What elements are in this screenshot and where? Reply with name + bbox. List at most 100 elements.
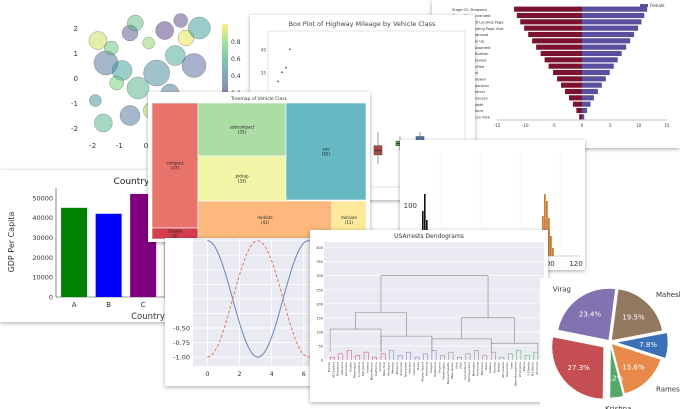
male-bar: [561, 82, 582, 88]
chart-title: USArrests Dendograms: [394, 233, 464, 240]
female-bar: [582, 19, 642, 25]
x-tick-label: 0: [205, 370, 209, 378]
leaf-label: Wisconsin: [505, 362, 509, 377]
series-line: [207, 240, 314, 358]
treemap-block: [197, 155, 287, 202]
wave-line-panel: 0 2 4 6 -0.50 -0.75 -1.00: [165, 238, 323, 386]
bubble-point: [142, 36, 155, 50]
leaf-label: Connecticut: [463, 361, 467, 380]
male-bar: [536, 44, 582, 50]
outlier-point: [281, 71, 283, 74]
leaf-label: Vermont: [535, 361, 539, 375]
bubble-point: [121, 24, 139, 42]
hist-bar: [546, 201, 548, 256]
hist-bar: [552, 248, 554, 256]
dendro-link: [440, 355, 445, 360]
male-bar: [532, 38, 582, 44]
dendro-link: [474, 350, 479, 360]
bubble-point: [111, 60, 133, 81]
dendro-link: [380, 275, 489, 318]
y-tick-label: 400: [316, 246, 323, 250]
dendro-link: [355, 355, 361, 360]
leaf-label: Washington: [442, 362, 446, 380]
male-bar: [524, 25, 582, 31]
y-tick-label: 1: [74, 50, 78, 58]
leaf-label: Louisiana: [344, 362, 348, 376]
y-tick-label: 40000: [32, 214, 53, 222]
leaf-label: Georgia: [408, 362, 412, 374]
slice-label: Virag: [553, 286, 571, 294]
bubble-point: [143, 59, 170, 87]
male-bar: [548, 63, 582, 69]
leaf-label: Massachusetts: [446, 362, 450, 385]
treemap-chart: Treemap of Vehicle Class compact(47) subco…: [151, 96, 367, 240]
block-value: (47): [171, 166, 180, 171]
y-tick-label: 35: [261, 70, 267, 75]
bubble-chart: -2-1012210-1-20.80.60.40.2: [71, 13, 241, 150]
y-tick-label: 200: [316, 302, 323, 306]
series-line: [207, 240, 314, 358]
y-tick-label: 40: [261, 47, 267, 52]
outlier-point: [277, 80, 279, 83]
dendro-link: [490, 342, 539, 352]
bubble-point: [126, 76, 150, 100]
colorbar-tick-label: 0.4: [231, 73, 241, 80]
leaf-label: Mississippi: [353, 362, 357, 378]
slice-pct: 4.2%: [606, 375, 624, 383]
slice-label: Ramesh: [656, 386, 680, 394]
leaf-label: Hawaii: [497, 362, 501, 372]
dendro-link: [372, 356, 378, 360]
bubble-point: [188, 16, 211, 40]
female-bar: [582, 25, 639, 31]
slice-pct: 23.4%: [579, 311, 602, 319]
hist-bar: [548, 218, 550, 256]
hist-bar: [424, 194, 426, 256]
dendro-link: [516, 350, 522, 360]
bubble-point: [127, 14, 144, 32]
x-tick-label: -2: [89, 142, 96, 150]
bubble-chart-panel: -2-1012210-1-20.80.60.40.2: [50, 10, 255, 150]
chart-title: Box Plot of Highway Mileage by Vehicle C…: [289, 20, 436, 28]
block-value: (62): [322, 152, 331, 157]
block-label: midsize: [257, 215, 273, 220]
dendro-link: [524, 355, 530, 360]
slice-pct: 19.5%: [622, 314, 645, 322]
leaf-label: Missouri: [395, 362, 399, 375]
x-tick-label: 6: [302, 370, 306, 378]
leaf-label: Idaho: [484, 362, 488, 371]
dendro-link: [414, 356, 420, 360]
block-label: subcompact: [230, 125, 255, 130]
block-label: suv: [323, 147, 331, 152]
x-tick-label: 0: [144, 142, 148, 150]
dendro-link: [482, 355, 488, 360]
bubble-point: [89, 94, 102, 107]
leaf-label: Oregon: [429, 362, 433, 373]
pie-slice: [551, 336, 605, 400]
block-value: (5): [172, 234, 178, 239]
dendro-link: [431, 350, 437, 360]
colorbar-tick-label: 0.8: [231, 39, 241, 46]
dendro-link: [397, 355, 403, 360]
x-tick-label: -15: [494, 123, 501, 128]
dendro-link: [423, 353, 428, 360]
female-bar: [582, 101, 591, 107]
male-bar: [565, 88, 582, 95]
block-value: (41): [261, 220, 270, 225]
outlier-point: [285, 66, 287, 69]
block-value: (11): [345, 220, 354, 225]
dendrogram-panel: USArrests Dendograms 400 350 300 250 200 150 10…: [310, 230, 548, 402]
leaf-label: Iowa: [509, 362, 513, 369]
x-tick-label: 2: [237, 370, 241, 378]
leaf-label: New York: [382, 362, 386, 376]
dendro-link: [346, 350, 352, 360]
x-tick-label: B: [106, 301, 111, 309]
female-bar: [582, 12, 645, 19]
female-bar: [582, 95, 594, 101]
bubble-point: [109, 75, 124, 91]
y-tick-label: 0: [49, 294, 53, 302]
y-tick-label: -0.75: [173, 339, 190, 347]
x-tick-label: 5: [609, 123, 612, 128]
x-tick-label: 15: [664, 123, 670, 128]
bubble-point: [173, 13, 188, 28]
bar: [95, 213, 122, 297]
